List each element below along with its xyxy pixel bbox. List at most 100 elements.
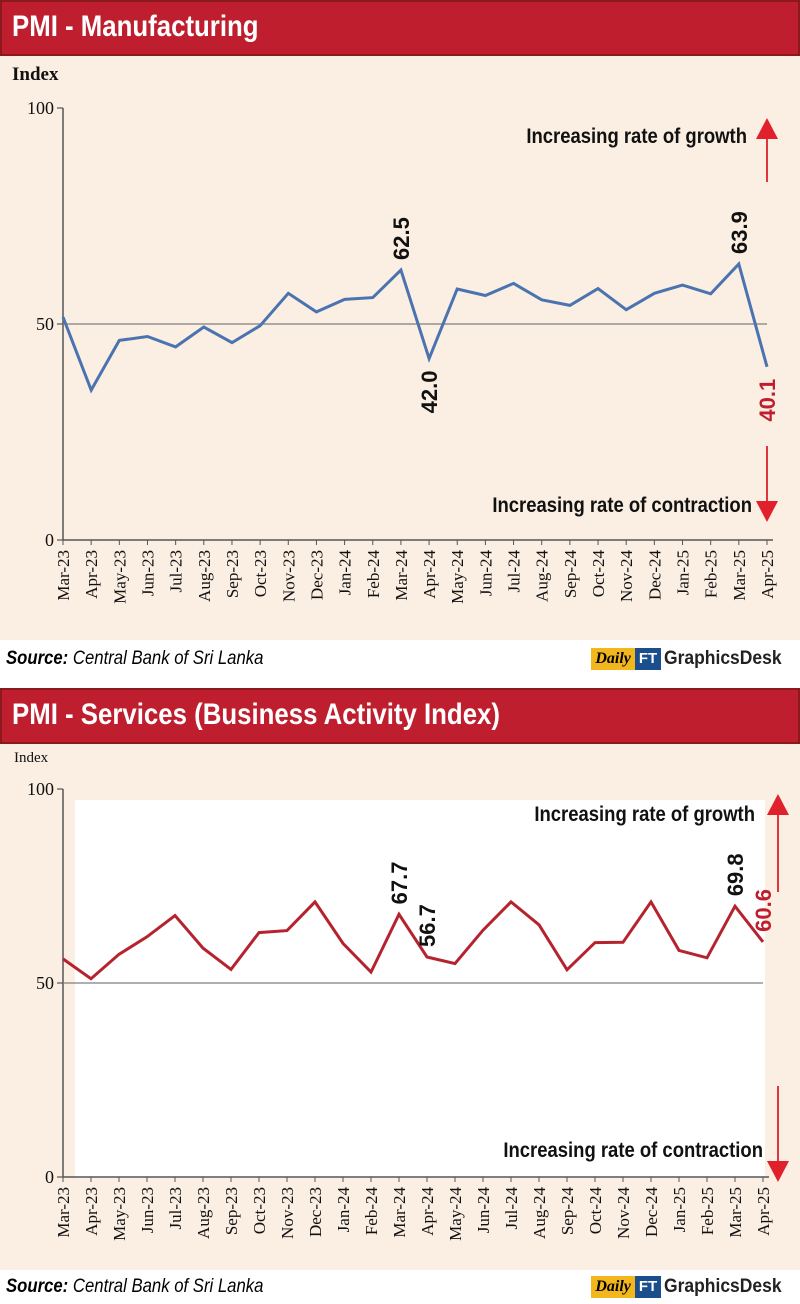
- logo-graphicsdesk: GraphicsDesk: [664, 648, 782, 669]
- x-tick-label: Aug-23: [194, 1187, 213, 1239]
- x-tick-label: Jun-23: [138, 1187, 157, 1233]
- source-text: Source: Central Bank of Sri Lanka: [6, 1276, 263, 1298]
- data-label: 40.1: [755, 379, 780, 422]
- x-tick-label: Sep-24: [561, 550, 580, 599]
- logo-ft: FT: [634, 648, 662, 670]
- source-text: Source: Central Bank of Sri Lanka: [6, 648, 263, 670]
- growth-arrow-head: [767, 794, 789, 815]
- growth-annotation: Increasing rate of growth: [534, 803, 755, 826]
- x-tick-label: Jan-24: [336, 550, 355, 596]
- x-tick-label: Oct-24: [589, 550, 608, 598]
- x-tick-label: Jul-24: [505, 550, 524, 593]
- x-tick-label: May-23: [110, 1187, 129, 1241]
- logo-ft: FT: [634, 1276, 662, 1298]
- source-name: Central Bank of Sri Lanka: [72, 1276, 264, 1297]
- source-name: Central Bank of Sri Lanka: [72, 648, 264, 669]
- x-tick-label: Jan-24: [334, 1187, 353, 1233]
- x-tick-label: Jun-24: [474, 1187, 493, 1234]
- x-tick-label: Aug-24: [530, 1187, 549, 1239]
- contraction-arrow-head: [767, 1161, 789, 1182]
- data-label: 42.0: [417, 371, 442, 414]
- source-footer: Source: Central Bank of Sri Lanka Daily F…: [0, 1270, 800, 1304]
- x-tick-label: Nov-23: [278, 1187, 297, 1239]
- source-label: Source:: [6, 1276, 69, 1297]
- y-tick-label: 100: [27, 98, 54, 118]
- logo-daily: Daily: [591, 648, 635, 670]
- series-line: [62, 899, 765, 981]
- contraction-arrow-head: [756, 501, 778, 522]
- x-tick-label: Mar-24: [392, 550, 411, 601]
- x-tick-label: Feb-24: [364, 550, 383, 599]
- x-tick-label: Apr-25: [754, 1187, 773, 1236]
- x-tick-label: Oct-23: [250, 1187, 269, 1234]
- graphicsdesk-logo: Daily FT GraphicsDesk: [591, 647, 792, 671]
- x-tick-label: Apr-24: [420, 550, 439, 599]
- x-tick-label: May-24: [448, 550, 467, 604]
- y-tick-label: 0: [45, 1167, 54, 1187]
- x-tick-label: May-24: [446, 1187, 465, 1241]
- x-tick-label: May-23: [110, 550, 129, 604]
- x-tick-label: Jul-23: [166, 1187, 185, 1230]
- x-tick-label: Apr-24: [418, 1187, 437, 1236]
- x-tick-label: Oct-24: [586, 1187, 605, 1235]
- x-tick-label: Mar-25: [726, 1187, 745, 1238]
- x-tick-label: Dec-23: [306, 1187, 325, 1237]
- manufacturing-chart-panel: PMI - Manufacturing Index 0 50 100 Mar-23 Apr…: [0, 0, 800, 640]
- x-tick-label: Aug-24: [533, 550, 552, 602]
- chart-title: PMI - Services (Business Activity Index): [12, 698, 500, 731]
- series-line: [61, 261, 769, 394]
- x-tick-label: Dec-24: [642, 1187, 661, 1238]
- logo-daily: Daily: [591, 1276, 635, 1298]
- x-tick-label: Jun-23: [138, 550, 157, 596]
- x-tick-label: Feb-25: [698, 1187, 717, 1235]
- x-tick-label: Apr-23: [82, 550, 101, 599]
- x-tick-label: Jan-25: [670, 1187, 689, 1232]
- data-label: 69.8: [723, 853, 748, 896]
- x-tick-label: Apr-23: [82, 1187, 101, 1236]
- x-tick-label: Mar-23: [54, 1187, 73, 1238]
- contraction-annotation: Increasing rate of contraction: [503, 1139, 763, 1162]
- y-tick-label: 100: [27, 779, 54, 799]
- x-tick-label: Jul-23: [167, 550, 186, 593]
- y-tick-label: 50: [36, 973, 54, 993]
- chart-header: PMI - Services (Business Activity Index): [0, 688, 800, 744]
- services-line-chart: Index 0 50 100 Mar-23 Apr-23 May-23 Jun-23 Jul-2…: [14, 750, 789, 1241]
- source-footer: Source: Central Bank of Sri Lanka Daily F…: [0, 642, 800, 676]
- x-tick-label: Oct-23: [251, 550, 270, 597]
- x-tick-label: Jul-24: [502, 1187, 521, 1230]
- x-tick-label: Sep-23: [222, 1187, 241, 1235]
- data-label: 67.7: [387, 861, 412, 904]
- data-label: 62.5: [389, 217, 414, 260]
- y-axis-label: Index: [12, 64, 59, 85]
- chart-title: PMI - Manufacturing: [12, 10, 259, 43]
- data-label: 60.6: [751, 889, 776, 932]
- y-tick-label: 50: [36, 314, 54, 334]
- x-tick-label: Mar-23: [54, 550, 73, 601]
- x-tick-label: Jan-25: [674, 550, 693, 595]
- y-axis-label: Index: [14, 750, 49, 766]
- x-tick-label: Feb-24: [362, 1187, 381, 1236]
- logo-graphicsdesk: GraphicsDesk: [664, 1276, 782, 1297]
- data-label: 63.9: [727, 211, 752, 254]
- x-tick-label: Sep-24: [558, 1187, 577, 1236]
- x-tick-label: Nov-24: [617, 550, 636, 602]
- contraction-annotation: Increasing rate of contraction: [492, 494, 752, 517]
- x-tick-label: Nov-24: [614, 1187, 633, 1239]
- growth-arrow-head: [756, 118, 778, 139]
- source-label: Source:: [6, 648, 69, 669]
- x-tick-label: Feb-25: [702, 550, 721, 598]
- x-tick-label: Mar-24: [390, 1187, 409, 1238]
- x-tick-label: Nov-23: [279, 550, 298, 602]
- chart-header: PMI - Manufacturing: [0, 0, 800, 56]
- manufacturing-line-chart: Index 0 50 100 Mar-23 Apr-23 May-23 Jun-23 Jul-2…: [12, 64, 780, 604]
- x-tick-label: Apr-25: [758, 550, 777, 599]
- x-tick-label: Dec-24: [645, 550, 664, 601]
- data-label: 56.7: [415, 904, 440, 947]
- x-tick-label: Dec-23: [307, 550, 326, 600]
- x-tick-label: Sep-23: [223, 550, 242, 598]
- services-chart-panel: PMI - Services (Business Activity Index)…: [0, 688, 800, 1278]
- x-tick-label: Mar-25: [730, 550, 749, 601]
- graphicsdesk-logo: Daily FT GraphicsDesk: [591, 1275, 792, 1299]
- x-tick-label: Jun-24: [476, 550, 495, 597]
- x-tick-label: Aug-23: [195, 550, 214, 602]
